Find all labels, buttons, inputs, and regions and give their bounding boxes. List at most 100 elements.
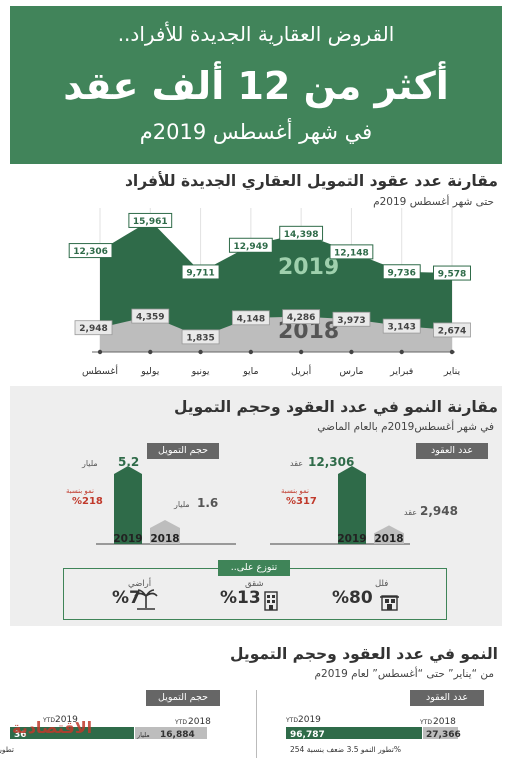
section3-subtitle: من “يناير” حتى “أغسطس” لعام 2019م (314, 668, 494, 680)
value-label-box (433, 322, 471, 338)
section3-divider (256, 690, 257, 758)
contracts-unit-2018: عقد (404, 508, 417, 517)
value-label-box (181, 329, 220, 345)
header-headline: أكثر من 12 ألف عقد (63, 64, 449, 108)
distribution-villas-value: %80 (332, 588, 373, 608)
distribution-land-value: %7 (112, 588, 141, 608)
contracts-tag: عدد العقود (416, 443, 488, 459)
x-tick (248, 349, 254, 355)
palm-tree-icon (134, 589, 158, 610)
ytd-financing-bar-2018 (135, 727, 207, 739)
series-label-2019: 2019 (278, 255, 339, 280)
x-tick (298, 349, 304, 355)
x-tick-label: فبراير (389, 366, 413, 377)
ytd-financing-value-2019-partial: 36 (14, 730, 27, 740)
value-label-box (228, 237, 273, 253)
contracts-value-2019: 12,306 (308, 455, 354, 469)
ytd-contracts-ytd-2019: YTD (285, 717, 298, 724)
contracts-value-2018: 2,948 (420, 504, 458, 518)
value-label-box (74, 320, 113, 336)
ytd-financing-unit-2018: مليار (136, 731, 150, 739)
value-label-box (279, 225, 324, 241)
section1-subtitle: حتى شهر أغسطس 2019م (373, 196, 494, 208)
financing-value-2018: 1.6 (197, 496, 218, 510)
ytd-contracts-year-2019: 2019 (298, 715, 321, 725)
x-tick-label: أبريل (291, 364, 312, 377)
value-label: 2,674 (438, 326, 466, 336)
value-label-box (131, 308, 170, 324)
financing-unit-2018: مليار (173, 500, 190, 509)
value-label: 12,306 (73, 247, 108, 257)
ytd-financing-bar-2019 (10, 727, 134, 739)
x-tick (97, 349, 103, 355)
value-label: 2,948 (79, 324, 107, 334)
ytd-financing-tag: حجم التمويل (146, 690, 220, 706)
ytd-contracts-value-2019: 96,787 (290, 730, 325, 740)
value-label: 9,578 (438, 270, 466, 280)
financing-bar-2018 (150, 520, 180, 544)
x-tick-label: مارس (339, 366, 363, 377)
financing-unit-2019: مليار (81, 459, 98, 468)
ytd-contracts-value-2018: 27,366 (426, 730, 461, 740)
value-label: 9,711 (186, 268, 214, 278)
monthly-area-chart: 2019 2018 9,5789,73612,14814,39812,9499,… (68, 208, 471, 377)
financing-year-2019: 2019 (113, 533, 142, 545)
financing-bar-2019 (114, 466, 142, 544)
value-label: 4,148 (237, 314, 265, 324)
section1-title: مقارنة عدد عقود التمويل العقاري الجديدة … (124, 172, 498, 190)
contracts-bar-2019 (338, 466, 366, 544)
ytd-contracts-note: تطور النمو 3.5 ضعف بنسبة 254% (290, 745, 401, 754)
value-label-box (382, 264, 421, 280)
value-label: 14,398 (284, 230, 319, 240)
x-tick (399, 349, 404, 355)
x-tick-label: يوليو (140, 366, 160, 377)
x-tick-label: مايو (242, 366, 259, 377)
distribution-apartments-value: %13 (220, 588, 261, 608)
header-banner: القروض العقارية الجديدة للأفراد.. أكثر م… (10, 6, 502, 164)
x-tick-label: أغسطس (82, 364, 118, 377)
distribution-apartments-label: شقق (245, 579, 264, 589)
financing-value-2019: 5.2 (118, 455, 139, 469)
publisher-logo: الاقتصادية (12, 718, 93, 737)
value-label: 15,961 (133, 217, 168, 227)
value-label: 4,359 (136, 313, 164, 323)
value-label-box (231, 310, 270, 326)
x-tick (198, 349, 203, 355)
x-tick-label: يناير (443, 366, 461, 377)
ytd-contracts-tag: عدد العقود (410, 690, 484, 706)
contracts-growth-value: %317 (286, 496, 317, 507)
ytd-contracts-bar-2018 (423, 727, 458, 739)
financing-year-2018: 2018 (150, 533, 179, 545)
value-label-box (329, 244, 374, 260)
section2-subtitle: في شهر أغسطس2019م بالعام الماضي (317, 421, 494, 433)
value-label: 12,148 (334, 248, 369, 258)
value-label: 4,286 (287, 313, 315, 323)
value-label: 3,143 (387, 323, 415, 333)
ytd-contracts-ytd-2018: YTD (419, 719, 432, 726)
distribution-land-label: أراضي (128, 579, 152, 589)
value-label-box (68, 243, 113, 259)
value-label-box (181, 264, 220, 280)
ytd-bars: 2019 YTD 2018 YTD 36 مليار 16,884 تطور ا… (0, 715, 461, 754)
ytd-contracts-year-2018: 2018 (433, 717, 456, 727)
x-tick (349, 349, 354, 355)
contracts-year-2019: 2019 (337, 533, 366, 545)
ytd-financing-year-2018: 2018 (188, 717, 211, 727)
contracts-growth-label: نمو بنسبة (281, 487, 309, 495)
value-label: 12,949 (233, 242, 268, 252)
section3-title: النمو في عدد العقود وحجم التمويل (230, 645, 498, 663)
value-label: 3,973 (337, 316, 365, 326)
contracts-bar-2018 (374, 525, 404, 544)
x-tick-label: يونيو (191, 366, 210, 377)
value-label-box (128, 212, 173, 228)
contracts-year-2018: 2018 (374, 533, 403, 545)
financing-growth-value: %218 (72, 496, 103, 507)
villa-icon (380, 595, 399, 611)
section2-title: مقارنة النمو في عدد العقود وحجم التمويل (173, 398, 498, 416)
ytd-financing-ytd-2019: YTD (42, 717, 55, 724)
value-label-box (282, 309, 321, 325)
header-line3: في شهر أغسطس 2019م (139, 120, 373, 144)
distribution-villas-label: فلل (375, 579, 389, 589)
ytd-financing-ytd-2018: YTD (174, 719, 187, 726)
contracts-unit-2019: عقد (290, 459, 303, 468)
